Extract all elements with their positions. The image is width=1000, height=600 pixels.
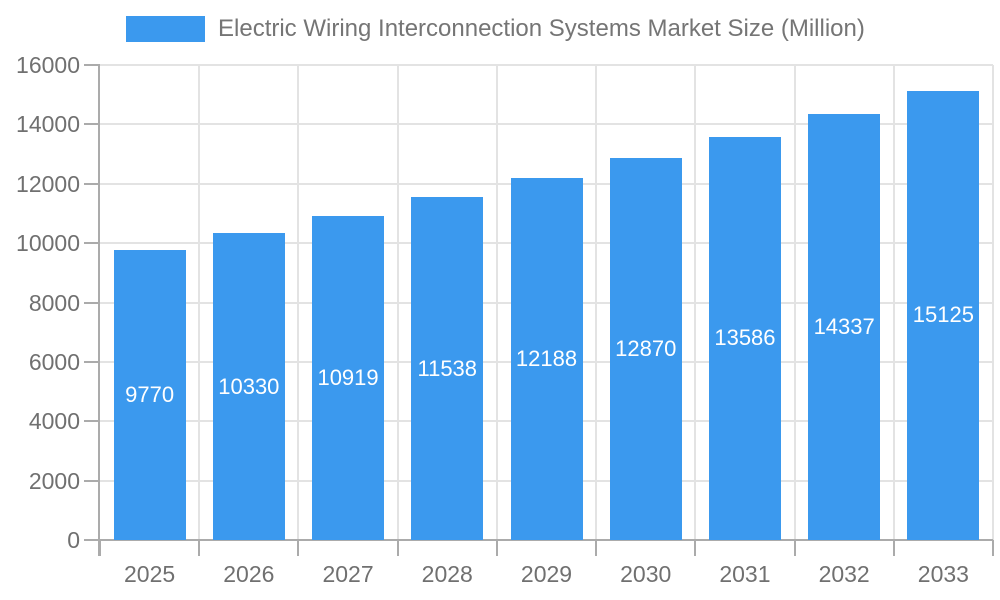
v-gridline <box>198 65 201 540</box>
chart-legend: Electric Wiring Interconnection Systems … <box>126 16 865 42</box>
v-gridline <box>495 65 498 540</box>
y-tick-label: 0 <box>67 527 80 553</box>
bar-value-label: 12870 <box>615 335 677 361</box>
x-tick <box>99 540 101 556</box>
x-tick-label: 2026 <box>223 561 275 587</box>
y-tick <box>84 64 100 66</box>
v-gridline <box>793 65 796 540</box>
y-tick-label: 14000 <box>16 111 80 138</box>
x-axis-line <box>98 539 993 541</box>
y-axis-line <box>98 65 100 556</box>
x-tick <box>198 540 201 556</box>
x-tick-label: 2031 <box>719 561 771 587</box>
h-gridline <box>100 64 993 66</box>
bar <box>907 90 980 540</box>
bar <box>808 114 881 540</box>
bar <box>113 249 186 540</box>
y-tick-label: 4000 <box>28 408 80 435</box>
bar-value-label: 15125 <box>912 302 974 328</box>
v-gridline <box>992 65 994 540</box>
bar-value-label: 14337 <box>813 314 875 340</box>
legend-swatch <box>126 16 205 42</box>
bar-value-label: 13586 <box>714 325 776 351</box>
bar <box>609 157 682 540</box>
y-tick <box>84 123 100 126</box>
v-gridline <box>297 65 300 540</box>
bar <box>212 233 285 540</box>
y-tick <box>84 182 100 185</box>
bar-value-label: 11538 <box>417 355 478 381</box>
y-tick <box>84 242 100 245</box>
x-tick-label: 2030 <box>620 561 672 587</box>
y-tick-label: 2000 <box>28 467 80 494</box>
y-tick-label: 16000 <box>16 52 80 78</box>
x-tick <box>595 540 598 556</box>
y-tick <box>84 301 100 304</box>
x-tick <box>992 540 994 556</box>
y-tick <box>84 539 100 541</box>
v-gridline <box>694 65 697 540</box>
x-tick-label: 2033 <box>917 561 969 587</box>
x-tick <box>297 540 300 556</box>
x-tick-label: 2032 <box>818 561 870 587</box>
y-tick-label: 8000 <box>28 289 80 316</box>
v-gridline <box>595 65 598 540</box>
x-tick <box>694 540 697 556</box>
bar <box>312 215 385 540</box>
bar-value-label: 12188 <box>515 346 578 372</box>
bar-value-label: 10919 <box>317 364 379 390</box>
bar-value-label: 9770 <box>125 381 175 407</box>
y-tick-label: 10000 <box>16 230 80 257</box>
y-tick-label: 6000 <box>28 348 80 375</box>
x-tick <box>793 540 796 556</box>
bar-value-label: 10330 <box>218 373 280 399</box>
x-tick-label: 2027 <box>322 561 374 587</box>
x-tick <box>892 540 895 556</box>
y-tick <box>84 420 100 423</box>
x-tick-label: 2028 <box>421 561 473 587</box>
bar <box>708 136 781 540</box>
x-tick <box>396 540 399 556</box>
x-tick-label: 2029 <box>520 561 573 587</box>
h-gridline <box>100 123 993 126</box>
y-tick-label: 12000 <box>16 170 80 197</box>
v-gridline <box>892 65 895 540</box>
x-tick-label: 2025 <box>124 561 176 587</box>
x-tick <box>495 540 498 556</box>
v-gridline <box>396 65 399 540</box>
bar <box>510 178 583 540</box>
bar <box>411 197 484 540</box>
y-tick <box>84 360 100 363</box>
legend-label: Electric Wiring Interconnection Systems … <box>218 15 865 42</box>
y-tick <box>84 479 100 482</box>
